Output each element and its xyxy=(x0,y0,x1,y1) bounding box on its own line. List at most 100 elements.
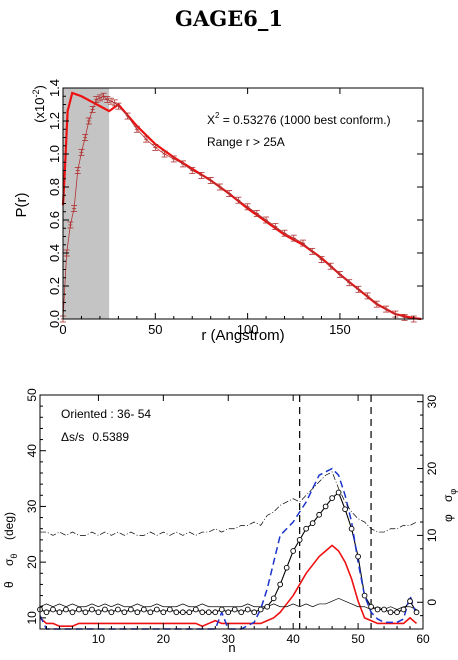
bottom-theta-marker xyxy=(368,603,374,610)
bottom-theta-marker xyxy=(69,609,76,616)
top-y-tick-label: 1.0 xyxy=(47,145,62,163)
bottom-y-tick-label: 20 xyxy=(25,555,39,569)
bottom-y2-tick-label: 30 xyxy=(425,395,439,409)
bottom-theta-marker xyxy=(251,609,258,616)
top-y-exponent: (x10-2) xyxy=(31,85,47,123)
bottom-theta-marker xyxy=(342,506,348,513)
top-data-point xyxy=(189,167,196,174)
top-data-point xyxy=(235,196,242,204)
bottom-theta-marker xyxy=(264,603,271,610)
page-title: GAGE6_1 xyxy=(175,6,283,31)
bottom-theta-marker xyxy=(303,525,310,532)
bottom-theta-marker xyxy=(153,606,160,613)
bottom-theta-marker xyxy=(115,606,121,613)
bottom-left-label-deg: (deg) xyxy=(2,512,16,540)
top-data-point xyxy=(346,279,353,287)
bottom-vlines xyxy=(299,395,372,629)
bottom-x-tick-label: 50 xyxy=(351,632,365,646)
bottom-theta-marker xyxy=(108,609,115,616)
bottom-left-axis-label: θ σθ (deg) xyxy=(2,512,19,588)
top-data-point xyxy=(309,247,316,255)
bottom-theta-marker xyxy=(407,598,413,604)
top-data-point xyxy=(115,102,122,110)
top-data-point xyxy=(82,134,89,141)
bottom-series-theta-circles xyxy=(39,491,417,613)
bottom-series-theta-thin xyxy=(39,597,417,610)
top-data-point xyxy=(108,97,114,105)
bottom-theta-marker xyxy=(147,609,154,616)
bottom-theta-marker xyxy=(361,592,368,599)
bottom-ds-annotation: Δs/s 0.5389 xyxy=(61,430,129,444)
bottom-theta-marker xyxy=(134,609,141,616)
bottom-y2-tick-label: 0 xyxy=(425,599,439,606)
top-data-line-group xyxy=(62,95,414,320)
top-data-point xyxy=(336,271,343,278)
top-y-tick-label: 0.2 xyxy=(47,277,62,295)
bottom-x-tick-label: 40 xyxy=(286,632,300,646)
top-data-point xyxy=(327,262,334,270)
bottom-circle-markers xyxy=(37,489,420,616)
bottom-y-ticks: 10 20 30 40 50 xyxy=(25,388,46,625)
top-data-point xyxy=(401,313,408,321)
bottom-oriented-annotation: Oriented : 36- 54 xyxy=(61,407,151,421)
bottom-theta-marker xyxy=(160,609,167,616)
bottom-theta-marker xyxy=(43,609,50,616)
bottom-theta-marker xyxy=(400,606,407,613)
top-data-point xyxy=(272,223,279,231)
bottom-theta-marker xyxy=(89,606,95,613)
top-data-point xyxy=(161,150,168,158)
top-shaded-region xyxy=(63,88,110,319)
top-data-point xyxy=(281,229,288,237)
top-x-axis-label: r (Angstrom) xyxy=(201,327,284,344)
bottom-theta-marker xyxy=(283,564,290,571)
bottom-theta-marker xyxy=(82,609,89,616)
top-data-point xyxy=(67,221,74,229)
top-data-point xyxy=(383,305,390,313)
top-chart: 0 50 100 150 0.00.20.40.60.81.01.21.4 P(r) … xyxy=(13,79,424,344)
top-data-point xyxy=(93,96,100,103)
bottom-series-phi-dashdot xyxy=(40,471,417,536)
top-y-tick-label: 1.4 xyxy=(47,79,62,97)
top-chi-square-annotation: X2 = 0.53276 (1000 best conform.) xyxy=(207,111,391,127)
top-data-point xyxy=(133,125,140,133)
top-data-point xyxy=(263,216,270,224)
bottom-theta-marker xyxy=(244,606,251,613)
top-y-ticks: 0.0 0.2 0.4 0.6 0.8 1.0 1.2 1.4 xyxy=(47,79,423,328)
bottom-theta-marker xyxy=(348,525,355,532)
bottom-theta-marker xyxy=(179,609,186,616)
bottom-theta-marker xyxy=(296,537,303,543)
top-data-point xyxy=(198,172,205,179)
bottom-theta-marker xyxy=(166,606,173,613)
top-x-tick-label: 150 xyxy=(329,322,351,337)
bottom-theta-marker xyxy=(277,581,284,588)
top-data-point xyxy=(104,96,111,103)
bottom-x-tick-label: 20 xyxy=(157,632,171,646)
top-data-point xyxy=(253,209,260,217)
top-data-point xyxy=(71,205,78,212)
top-x-tick-label: 100 xyxy=(237,322,259,337)
top-data-point xyxy=(355,285,362,293)
bottom-theta-marker xyxy=(270,595,277,602)
bottom-theta-marker xyxy=(186,609,193,616)
bottom-theta-marker xyxy=(212,609,219,616)
bottom-y2-tick-label: 20 xyxy=(425,462,439,476)
top-data-point xyxy=(373,300,380,308)
bottom-theta-marker xyxy=(205,609,212,616)
top-y-tick-label: 0.6 xyxy=(47,211,62,229)
bottom-left-label-sigma: σθ xyxy=(2,554,19,566)
bottom-x-tick-label: 60 xyxy=(416,632,430,646)
bottom-x-tick-label: 30 xyxy=(222,632,236,646)
top-range-annotation: Range r > 25A xyxy=(207,135,285,149)
bottom-theta-marker xyxy=(290,548,297,554)
bottom-x-ticks: 10 20 30 40 50 60 xyxy=(45,395,430,646)
top-data-point xyxy=(124,112,131,120)
top-data-point xyxy=(85,117,92,125)
top-y-axis-label: P(r) xyxy=(13,193,30,218)
bottom-y-tick-label: 50 xyxy=(25,388,39,402)
bottom-theta-marker xyxy=(102,606,108,613)
bottom-theta-marker xyxy=(225,609,232,616)
bottom-theta-marker xyxy=(128,606,134,613)
bottom-y2-ticks: 0 10 20 30 xyxy=(417,395,439,617)
bottom-theta-marker xyxy=(56,609,63,616)
